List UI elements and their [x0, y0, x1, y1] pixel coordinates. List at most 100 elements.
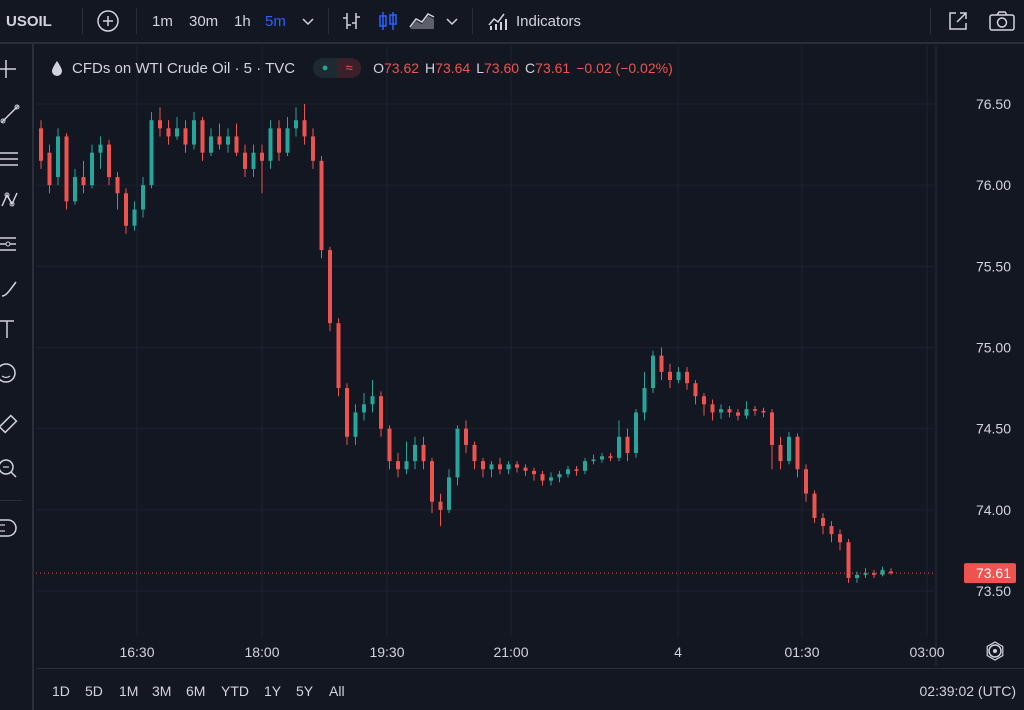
candle-body	[285, 128, 290, 153]
candle-body	[744, 409, 749, 416]
chart-type-dropdown[interactable]	[444, 0, 460, 42]
candle	[328, 246, 332, 332]
time-tick-label: 03:00	[909, 644, 944, 660]
external-open-icon	[949, 12, 967, 30]
clock-timezone[interactable]: 02:39:02 (UTC)	[919, 683, 1016, 699]
candle	[880, 566, 885, 577]
candle	[430, 457, 434, 514]
candle-body	[651, 355, 655, 389]
trend-line-icon[interactable]	[0, 102, 22, 124]
range-1y[interactable]: 1Y	[264, 683, 282, 699]
candle-body	[217, 136, 222, 145]
candle-body	[846, 542, 851, 579]
range-6m[interactable]: 6M	[186, 683, 206, 699]
time-tick-label: 21:00	[493, 644, 528, 660]
candle-body	[319, 160, 324, 251]
candle	[591, 454, 596, 465]
screenshot-button[interactable]	[988, 0, 1016, 42]
candle-body	[234, 136, 239, 153]
market-open-dot-icon: ●	[321, 62, 329, 74]
candle-body	[608, 456, 613, 458]
candle	[141, 177, 145, 218]
range-3m[interactable]: 3M	[152, 683, 172, 699]
symbol-search[interactable]: USOIL	[6, 0, 52, 42]
zoom-icon[interactable]	[0, 458, 22, 480]
candle-body	[73, 177, 77, 202]
bar-chart-type-button[interactable]	[340, 0, 364, 42]
forecast-icon[interactable]	[0, 234, 22, 256]
candle	[540, 470, 545, 486]
symbol-label: USOIL	[6, 12, 52, 30]
range-5d[interactable]: 5D	[85, 683, 103, 699]
interval-1h[interactable]: 1h	[234, 0, 251, 42]
candle	[608, 453, 613, 462]
area-chart-type-button[interactable]	[408, 0, 436, 42]
candle-body	[200, 120, 205, 153]
candle	[345, 383, 349, 445]
market-status-badge[interactable]: ● ≈	[313, 58, 362, 78]
candle-body	[107, 144, 111, 178]
fib-retracement-icon[interactable]	[0, 148, 22, 170]
indicators-button[interactable]: Indicators	[486, 0, 581, 42]
candle-body	[523, 467, 528, 471]
candle-body	[787, 436, 791, 462]
chart-pane[interactable]: 76.50 76.00 75.50 75.00 74.50 74.00 73.50 73.61…	[36, 46, 1024, 666]
candle	[98, 136, 103, 169]
candle-body	[166, 128, 171, 137]
candle	[523, 464, 528, 476]
symbol-description[interactable]: CFDs on WTI Crude Oil · 5 · TVC	[72, 59, 296, 77]
candle-body	[277, 128, 281, 153]
interval-5m[interactable]: 5m	[265, 0, 286, 42]
range-ytd[interactable]: YTD	[221, 683, 249, 699]
candle	[73, 168, 77, 205]
range-5y[interactable]: 5Y	[296, 683, 314, 699]
price-tick-label: 75.00	[976, 340, 1011, 356]
candle	[566, 466, 570, 478]
candle	[855, 571, 859, 583]
candle-body	[64, 136, 69, 202]
candle-body	[642, 388, 647, 413]
ruler-icon[interactable]	[0, 414, 22, 436]
candle-body	[413, 444, 417, 462]
range-1d[interactable]: 1D	[52, 683, 70, 699]
interval-1m[interactable]: 1m	[152, 0, 173, 42]
candle-body	[719, 409, 723, 413]
candle	[787, 431, 791, 465]
text-icon[interactable]	[0, 318, 22, 340]
fullscreen-button[interactable]	[946, 0, 970, 42]
crosshair-icon[interactable]	[0, 58, 22, 80]
gear-icon[interactable]	[986, 641, 1004, 661]
candle-body	[804, 469, 808, 494]
candle-body	[540, 474, 545, 481]
emoji-icon[interactable]	[0, 362, 22, 384]
bars-icon	[343, 13, 360, 29]
pattern-icon[interactable]	[0, 190, 22, 212]
brush-icon[interactable]	[0, 278, 22, 300]
magnet-icon[interactable]	[0, 516, 22, 538]
candle-body	[583, 461, 587, 471]
candle	[39, 120, 43, 169]
candle-body	[506, 464, 511, 470]
interval-label: 30m	[189, 12, 219, 30]
candle	[761, 407, 766, 418]
range-all[interactable]: All	[329, 683, 345, 699]
candle	[268, 120, 273, 169]
interval-dropdown[interactable]	[300, 0, 316, 42]
candle	[583, 457, 587, 475]
bottom-toolbar: 1D 5D 1M 3M 6M YTD 1Y 5Y All 02:39:02 (U…	[36, 668, 1024, 710]
candle	[515, 461, 519, 473]
wave-icon: ≈	[337, 58, 362, 78]
compare-button[interactable]	[96, 0, 120, 42]
candles-chart-type-button[interactable]	[376, 0, 400, 42]
interval-label: 1m	[152, 12, 173, 30]
range-1m[interactable]: 1M	[119, 683, 139, 699]
price-chart[interactable]: 76.50 76.00 75.50 75.00 74.50 74.00 73.50 73.61…	[36, 46, 1024, 666]
divider	[82, 8, 83, 34]
interval-30m[interactable]: 30m	[189, 0, 218, 42]
candle	[234, 123, 239, 156]
candle	[243, 144, 247, 178]
candle-body	[676, 371, 681, 380]
candle-body	[634, 412, 638, 454]
candle-body	[872, 573, 876, 575]
candle	[370, 379, 375, 413]
